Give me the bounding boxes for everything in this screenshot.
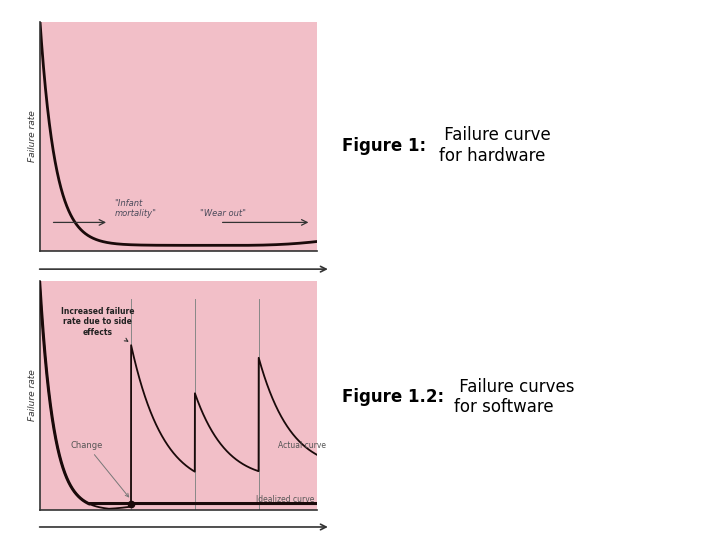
Text: Actual curve: Actual curve [278, 441, 326, 450]
Text: Increased failure
rate due to side
effects: Increased failure rate due to side effec… [61, 307, 135, 341]
Y-axis label: Failure rate: Failure rate [28, 111, 37, 162]
Text: Figure 1:: Figure 1: [342, 137, 426, 155]
Text: Figure 1.2:: Figure 1.2: [342, 388, 444, 406]
Text: Change: Change [71, 441, 129, 497]
Text: "Infant
mortality": "Infant mortality" [114, 199, 156, 218]
Text: Failure curve
for hardware: Failure curve for hardware [439, 126, 551, 165]
Text: Time: Time [165, 288, 192, 298]
Text: Idealized curve: Idealized curve [256, 495, 314, 504]
Text: Failure curves
for software: Failure curves for software [454, 377, 574, 416]
Text: "Wear out": "Wear out" [200, 210, 246, 218]
Y-axis label: Failure rate: Failure rate [28, 370, 37, 421]
